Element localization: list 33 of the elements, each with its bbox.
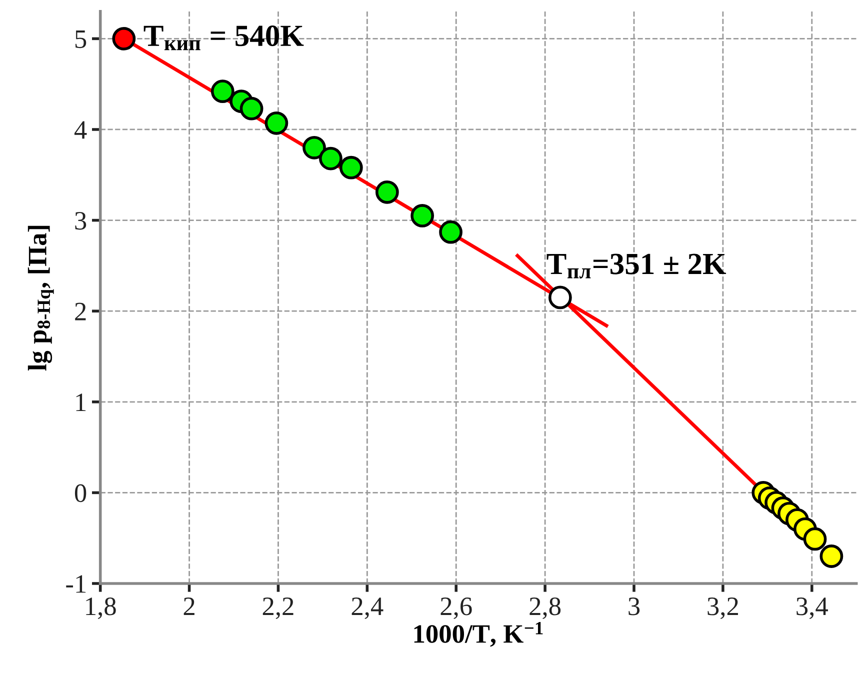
- x-tick-label: 3,4: [796, 598, 828, 620]
- x-axis-title: 1000/T, K$^{−1}$: [414, 622, 543, 647]
- annotation: T$_{кип}$ = 540K: [144, 26, 304, 50]
- point: [410, 204, 434, 228]
- x-tick-label: 2,6: [440, 598, 472, 620]
- point: [820, 544, 844, 568]
- x-tick-label: 2,2: [262, 598, 294, 620]
- point: [302, 136, 326, 160]
- x-tick-label: 2,8: [530, 597, 561, 620]
- y-tick-label: 1: [76, 394, 86, 412]
- y-tick-label: -1: [66, 575, 86, 593]
- x-tick-label: 1,8: [86, 597, 116, 620]
- point: [210, 80, 234, 104]
- point: [264, 111, 288, 135]
- point: [240, 96, 264, 120]
- y-tick-label: 0: [74, 484, 86, 502]
- annotation: T$_{пл}$=351 ± 2K: [546, 254, 726, 278]
- point: [375, 180, 399, 204]
- x-tick-label: 3,2: [708, 598, 738, 620]
- y-tick-label: 3: [75, 212, 86, 230]
- x-tick-label: 3: [628, 598, 640, 616]
- point: [548, 286, 572, 310]
- point: [112, 26, 136, 50]
- x-tick-label: 2,4: [352, 598, 384, 620]
- point: [319, 146, 342, 170]
- point: [339, 156, 363, 180]
- y-tick-label: 4: [74, 121, 87, 139]
- y-axis-title: lg p$_{8-Hq}$, [Па]: [28, 226, 54, 371]
- x-tick-label: 2: [184, 598, 194, 615]
- point: [803, 527, 827, 551]
- point: [439, 220, 462, 244]
- y-tick-label: 2: [75, 302, 86, 320]
- y-tick-label: 5: [75, 30, 86, 48]
